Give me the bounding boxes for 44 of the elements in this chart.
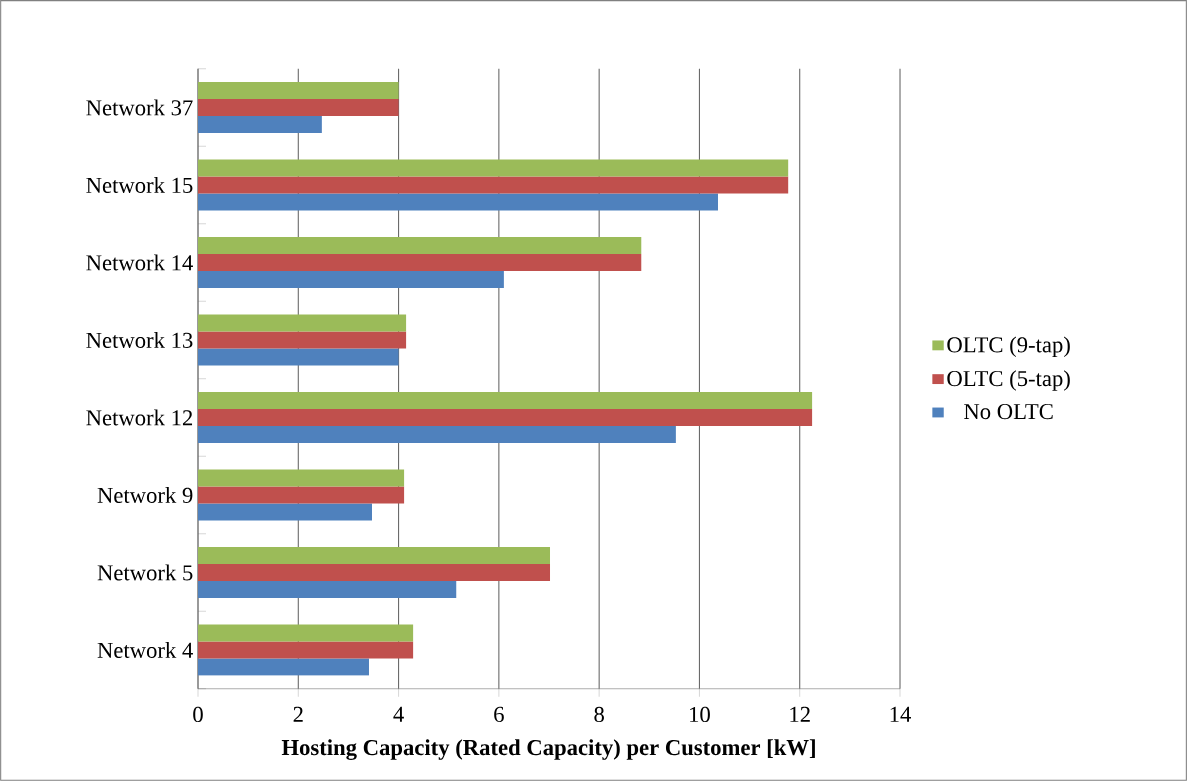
bar [198,469,405,487]
x-tick-label: 0 [193,706,203,723]
y-tick-label: Network 15 [86,177,193,193]
bar [198,503,372,521]
bar [198,98,399,117]
bar [198,581,457,599]
x-axis-title: Hosting Capacity (Rated Capacity) per Customer [kW] [281,739,815,760]
bar [198,408,813,427]
bar [198,116,322,134]
y-tick-label: Network 12 [86,409,193,426]
y-tick-label: Network 4 [97,642,193,658]
y-tick-label: Network 14 [86,254,193,271]
x-tick-label: 14 [890,706,911,722]
bar [198,348,399,366]
bar [198,486,405,504]
legend-label: OLTC (9-tap) [947,336,1070,358]
x-tick-label: 4 [393,706,404,722]
bar [198,658,369,676]
bar [198,159,789,177]
bar [198,563,551,582]
x-tick-label: 8 [594,706,604,723]
bar [198,624,414,642]
bar [198,641,414,659]
legend-label: OLTC (5-tap) [947,370,1070,391]
bar [198,271,504,289]
y-tick-label: Network 9 [97,487,193,503]
y-tick-label: Network 5 [97,564,193,581]
y-tick-label: Network 37 [86,99,193,116]
x-tick-label: 10 [690,706,710,723]
bar [198,546,551,564]
bar [198,314,407,332]
bar [198,236,642,254]
bar [198,426,676,444]
bar [198,81,399,99]
legend-label: No OLTC [964,403,1053,420]
bar [198,176,789,194]
x-tick-label: 6 [494,706,504,723]
x-tick-label: 2 [293,706,303,722]
bar [198,331,407,349]
bar [198,391,813,409]
bar [198,253,642,272]
bar [198,193,718,211]
x-tick-label: 12 [790,706,810,722]
y-tick-label: Network 13 [86,332,193,348]
